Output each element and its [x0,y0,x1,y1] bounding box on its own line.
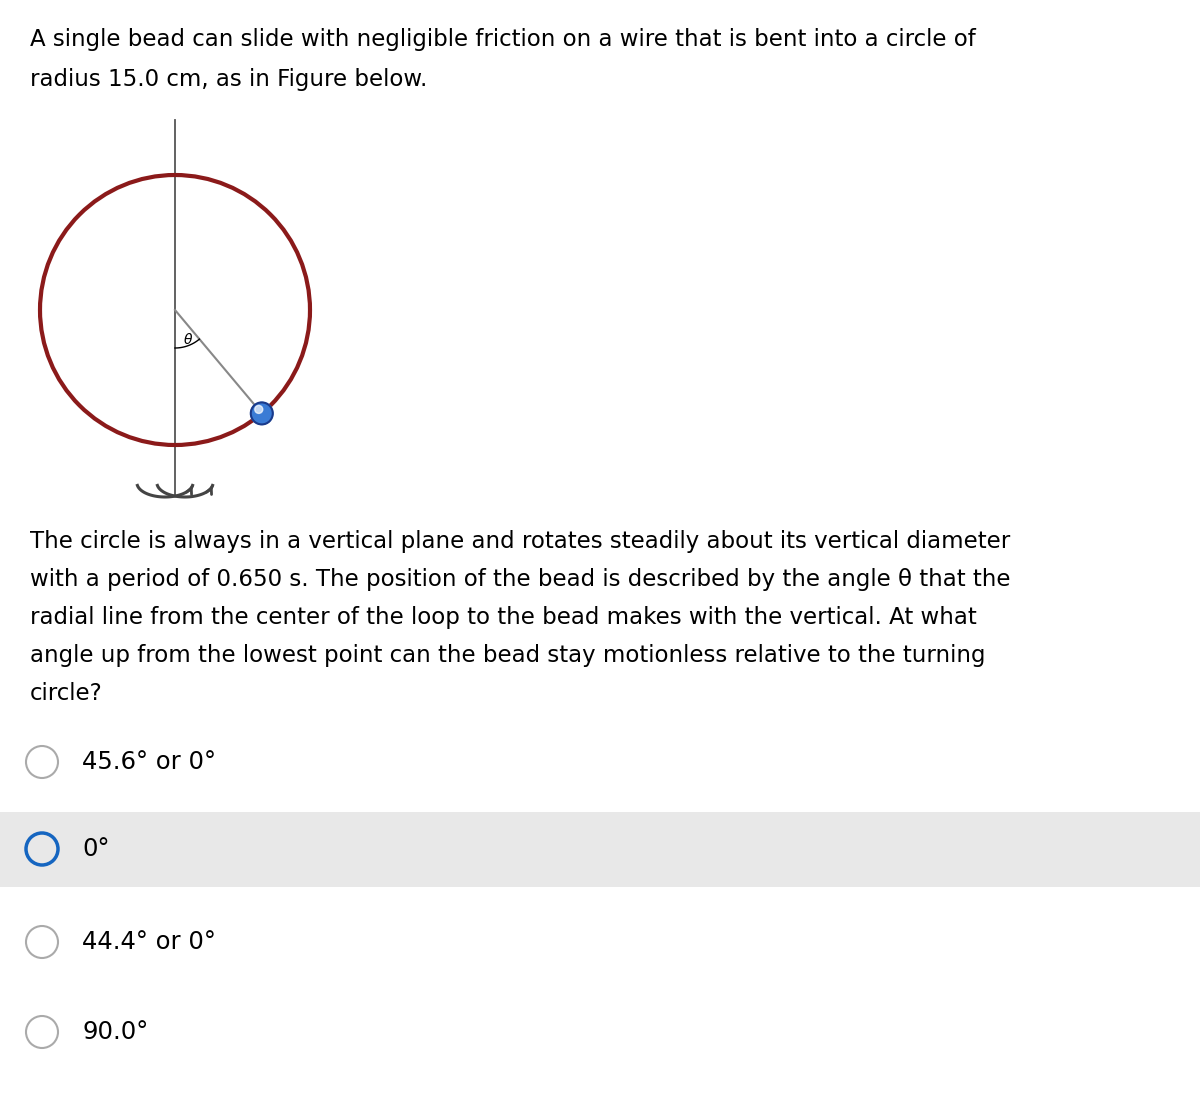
Text: circle?: circle? [30,682,103,705]
Circle shape [254,406,263,413]
Bar [0,812,1200,887]
Circle shape [251,402,272,424]
Text: 45.6° or 0°: 45.6° or 0° [82,750,216,774]
Circle shape [251,402,272,424]
Text: angle up from the lowest point can the bead stay motionless relative to the turn: angle up from the lowest point can the b… [30,644,985,667]
Text: with a period of 0.650 s. The position of the bead is described by the angle θ t: with a period of 0.650 s. The position o… [30,568,1010,591]
Text: $\it{\theta}$: $\it{\theta}$ [182,332,193,347]
Text: radius 15.0 cm, as in Figure below.: radius 15.0 cm, as in Figure below. [30,68,427,91]
Text: radial line from the center of the loop to the bead makes with the vertical. At : radial line from the center of the loop … [30,605,977,629]
Text: The circle is always in a vertical plane and rotates steadily about its vertical: The circle is always in a vertical plane… [30,530,1010,553]
Text: 44.4° or 0°: 44.4° or 0° [82,930,216,954]
Text: 90.0°: 90.0° [82,1020,149,1044]
Text: A single bead can slide with negligible friction on a wire that is bent into a c: A single bead can slide with negligible … [30,28,976,51]
Text: 0°: 0° [82,837,109,861]
